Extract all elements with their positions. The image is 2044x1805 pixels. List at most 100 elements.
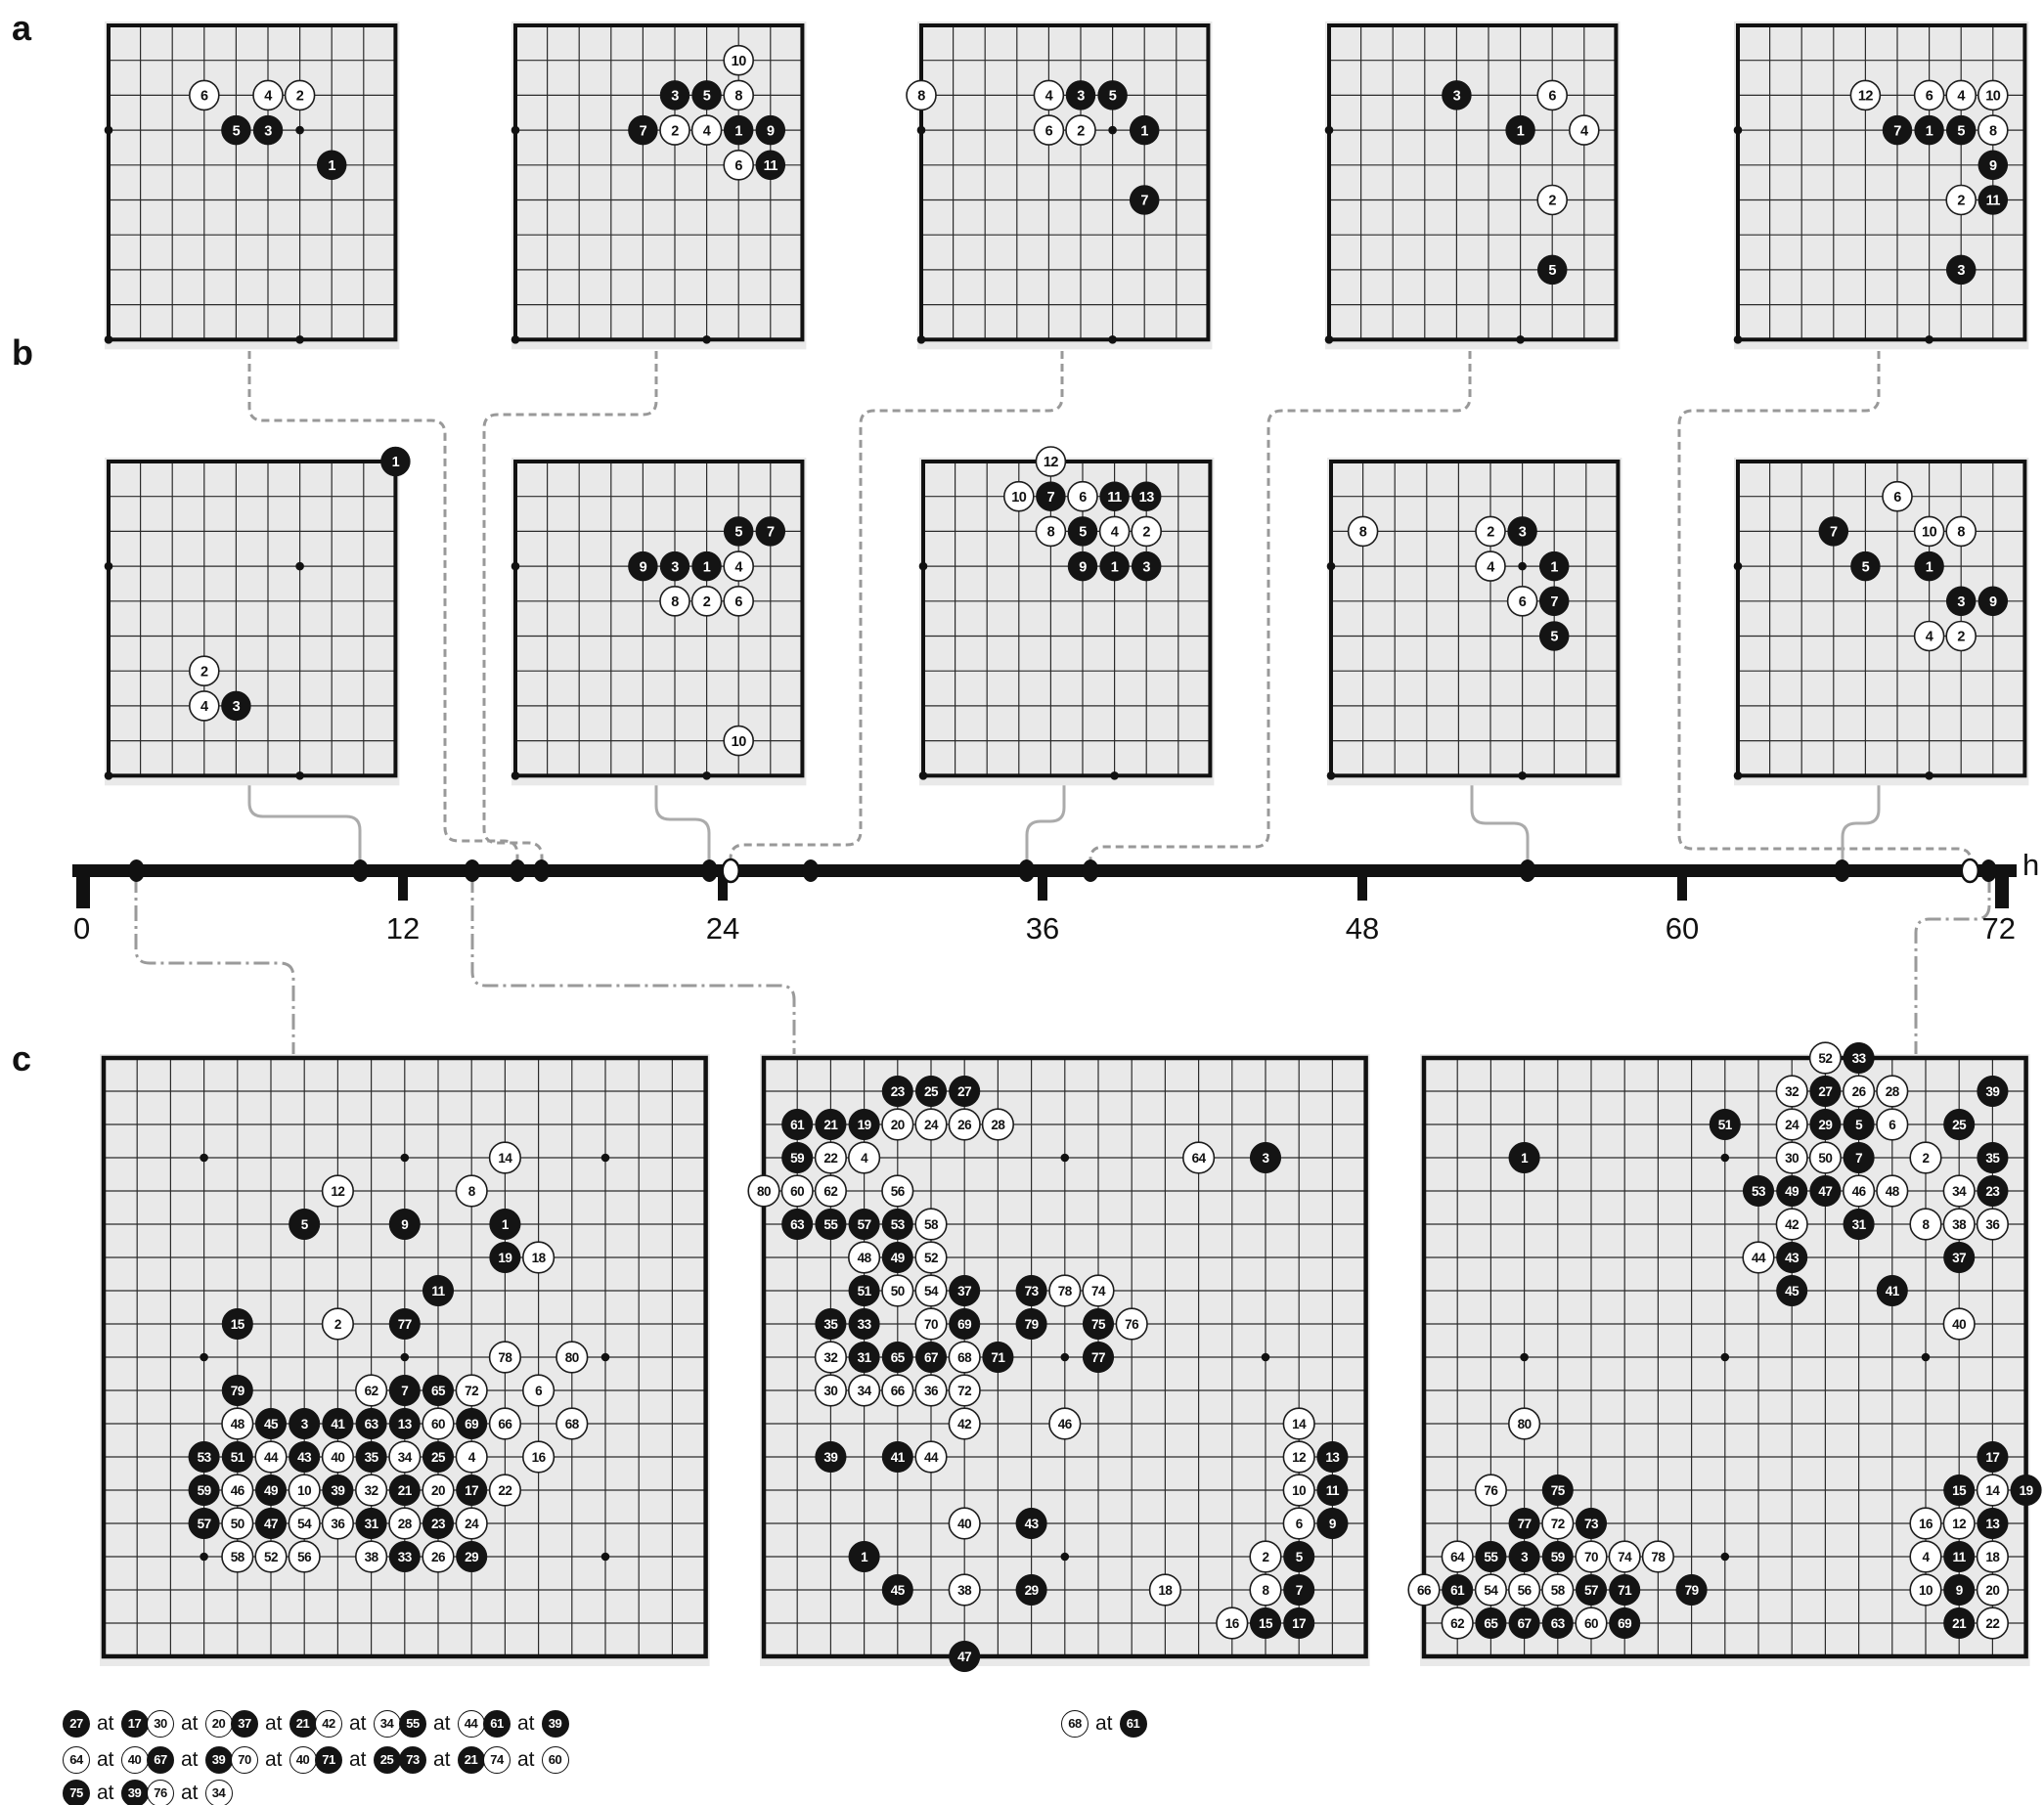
stone-black-47: 47 bbox=[254, 1507, 288, 1540]
stone-white-44: 44 bbox=[914, 1440, 948, 1474]
stone-white-32: 32 bbox=[355, 1474, 388, 1507]
stone-black-5: 5 bbox=[1536, 254, 1568, 286]
legend-entry-42-at-34: 42 at 34 bbox=[315, 1710, 401, 1738]
svg-text:5: 5 bbox=[1296, 1550, 1304, 1564]
svg-text:63: 63 bbox=[1551, 1616, 1566, 1631]
stone-black-19: 19 bbox=[2010, 1474, 2042, 1507]
stone-white-40: 40 bbox=[1942, 1307, 1976, 1341]
connector-a4-link bbox=[1089, 338, 1472, 872]
stone-white-24: 24 bbox=[914, 1108, 948, 1141]
stone-white-66: 66 bbox=[488, 1407, 522, 1440]
legend-at-word: at bbox=[433, 1748, 451, 1771]
board-a3: 8 4 3 5 6 2 1 7 bbox=[906, 22, 1213, 350]
svg-text:9: 9 bbox=[1989, 158, 1997, 174]
svg-text:62: 62 bbox=[823, 1184, 837, 1199]
stone-black-13: 13 bbox=[1977, 1507, 2009, 1540]
stone-white-6: 6 bbox=[1536, 79, 1568, 111]
svg-text:5: 5 bbox=[1109, 89, 1117, 105]
svg-text:16: 16 bbox=[1225, 1616, 1240, 1631]
legend-at-word: at bbox=[517, 1712, 535, 1735]
hoshi-dot bbox=[1060, 1352, 1070, 1362]
hoshi-dot bbox=[200, 1153, 208, 1163]
svg-text:33: 33 bbox=[398, 1550, 413, 1564]
svg-text:8: 8 bbox=[468, 1184, 476, 1199]
svg-text:47: 47 bbox=[1818, 1184, 1832, 1199]
svg-text:50: 50 bbox=[1818, 1151, 1832, 1166]
svg-text:6: 6 bbox=[1519, 594, 1527, 610]
stone-black-63: 63 bbox=[781, 1208, 814, 1241]
stone-white-16: 16 bbox=[522, 1440, 555, 1474]
stone-black-3: 3 bbox=[1945, 254, 1977, 286]
legend-at-word: at bbox=[181, 1712, 199, 1735]
svg-text:22: 22 bbox=[823, 1151, 837, 1166]
stone-white-34: 34 bbox=[388, 1440, 422, 1474]
hoshi-dot bbox=[1720, 1153, 1730, 1163]
legend-entry-55-at-44: 55 at 44 bbox=[399, 1710, 485, 1738]
stone-white-54: 54 bbox=[914, 1274, 948, 1307]
hoshi-dot bbox=[1733, 125, 1743, 135]
stone-white-40: 40 bbox=[948, 1507, 981, 1540]
svg-text:6: 6 bbox=[1926, 89, 1933, 105]
stone-black-13: 13 bbox=[1131, 481, 1162, 511]
svg-text:63: 63 bbox=[365, 1417, 379, 1431]
board-b2: 5 7 9 3 1 4 8 2 6 10 bbox=[511, 458, 807, 786]
svg-text:50: 50 bbox=[891, 1284, 905, 1299]
svg-text:1: 1 bbox=[1550, 559, 1558, 575]
svg-text:21: 21 bbox=[823, 1118, 838, 1132]
stone-white-20: 20 bbox=[422, 1474, 455, 1507]
svg-text:74: 74 bbox=[1091, 1284, 1106, 1299]
stone-white-34: 34 bbox=[1942, 1174, 1976, 1208]
board-a5: 12 6 4 10 7 1 5 8 9 2 11 3 bbox=[1733, 22, 2029, 350]
stone-white-80: 80 bbox=[1507, 1407, 1541, 1440]
svg-text:35: 35 bbox=[823, 1317, 838, 1332]
svg-text:5: 5 bbox=[1957, 123, 1965, 139]
stone-white-2: 2 bbox=[659, 114, 690, 146]
stone-white-66: 66 bbox=[881, 1374, 914, 1407]
stone-white-56: 56 bbox=[288, 1540, 321, 1573]
stone-white-2: 2 bbox=[321, 1307, 354, 1341]
svg-text:1: 1 bbox=[861, 1550, 868, 1564]
board-c1: 14 12 8 5 9 1 19 18 11 15 2 77 78 80 79 62 7 65 72 6 48 45 3 41… bbox=[100, 1054, 710, 1666]
board-b4: 8 2 3 4 1 6 7 5 bbox=[1326, 458, 1622, 786]
svg-text:18: 18 bbox=[1985, 1550, 2000, 1564]
legend-entry-67-at-39: 67 at 39 bbox=[147, 1746, 233, 1774]
stone-white-2: 2 bbox=[1536, 184, 1568, 216]
board-b5: 6 7 10 8 5 1 3 9 4 2 bbox=[1733, 458, 2029, 786]
timeline-marker-filled bbox=[1979, 859, 1997, 882]
svg-text:18: 18 bbox=[1158, 1583, 1173, 1598]
stone-white-50: 50 bbox=[881, 1274, 914, 1307]
stone-white-2: 2 bbox=[284, 79, 316, 111]
tick-72 bbox=[1995, 877, 2009, 908]
svg-text:22: 22 bbox=[498, 1483, 511, 1498]
stone-black-67: 67 bbox=[1508, 1607, 1540, 1640]
stone-black-5: 5 bbox=[691, 80, 722, 110]
svg-text:7: 7 bbox=[767, 525, 775, 541]
connector-b1-link bbox=[247, 774, 362, 870]
stone-white-8: 8 bbox=[1945, 515, 1977, 548]
legend-stone: 34 bbox=[204, 1780, 233, 1805]
svg-text:1: 1 bbox=[1111, 559, 1119, 575]
hoshi-dot bbox=[1324, 335, 1334, 344]
stone-black-23: 23 bbox=[422, 1507, 455, 1540]
stone-black-9: 9 bbox=[1316, 1507, 1349, 1540]
svg-text:56: 56 bbox=[891, 1184, 906, 1199]
svg-text:48: 48 bbox=[858, 1251, 872, 1265]
legend-at-word: at bbox=[349, 1712, 367, 1735]
svg-text:42: 42 bbox=[1785, 1217, 1799, 1232]
svg-text:46: 46 bbox=[1852, 1184, 1867, 1199]
legend-stone: 21 bbox=[457, 1746, 485, 1774]
stone-white-12: 12 bbox=[1942, 1507, 1976, 1540]
timeline-marker-filled bbox=[1018, 859, 1036, 882]
svg-text:18: 18 bbox=[532, 1251, 547, 1265]
svg-text:2: 2 bbox=[334, 1317, 341, 1332]
svg-text:6: 6 bbox=[1548, 89, 1556, 105]
svg-text:17: 17 bbox=[1292, 1616, 1306, 1631]
svg-text:5: 5 bbox=[1079, 525, 1087, 541]
hoshi-dot bbox=[104, 335, 113, 344]
svg-text:75: 75 bbox=[1551, 1483, 1566, 1498]
connector-b5-link bbox=[1841, 774, 1881, 870]
stone-white-24: 24 bbox=[1775, 1108, 1808, 1141]
stone-white-26: 26 bbox=[1843, 1075, 1876, 1108]
svg-text:80: 80 bbox=[565, 1350, 579, 1365]
svg-text:28: 28 bbox=[991, 1118, 1005, 1132]
